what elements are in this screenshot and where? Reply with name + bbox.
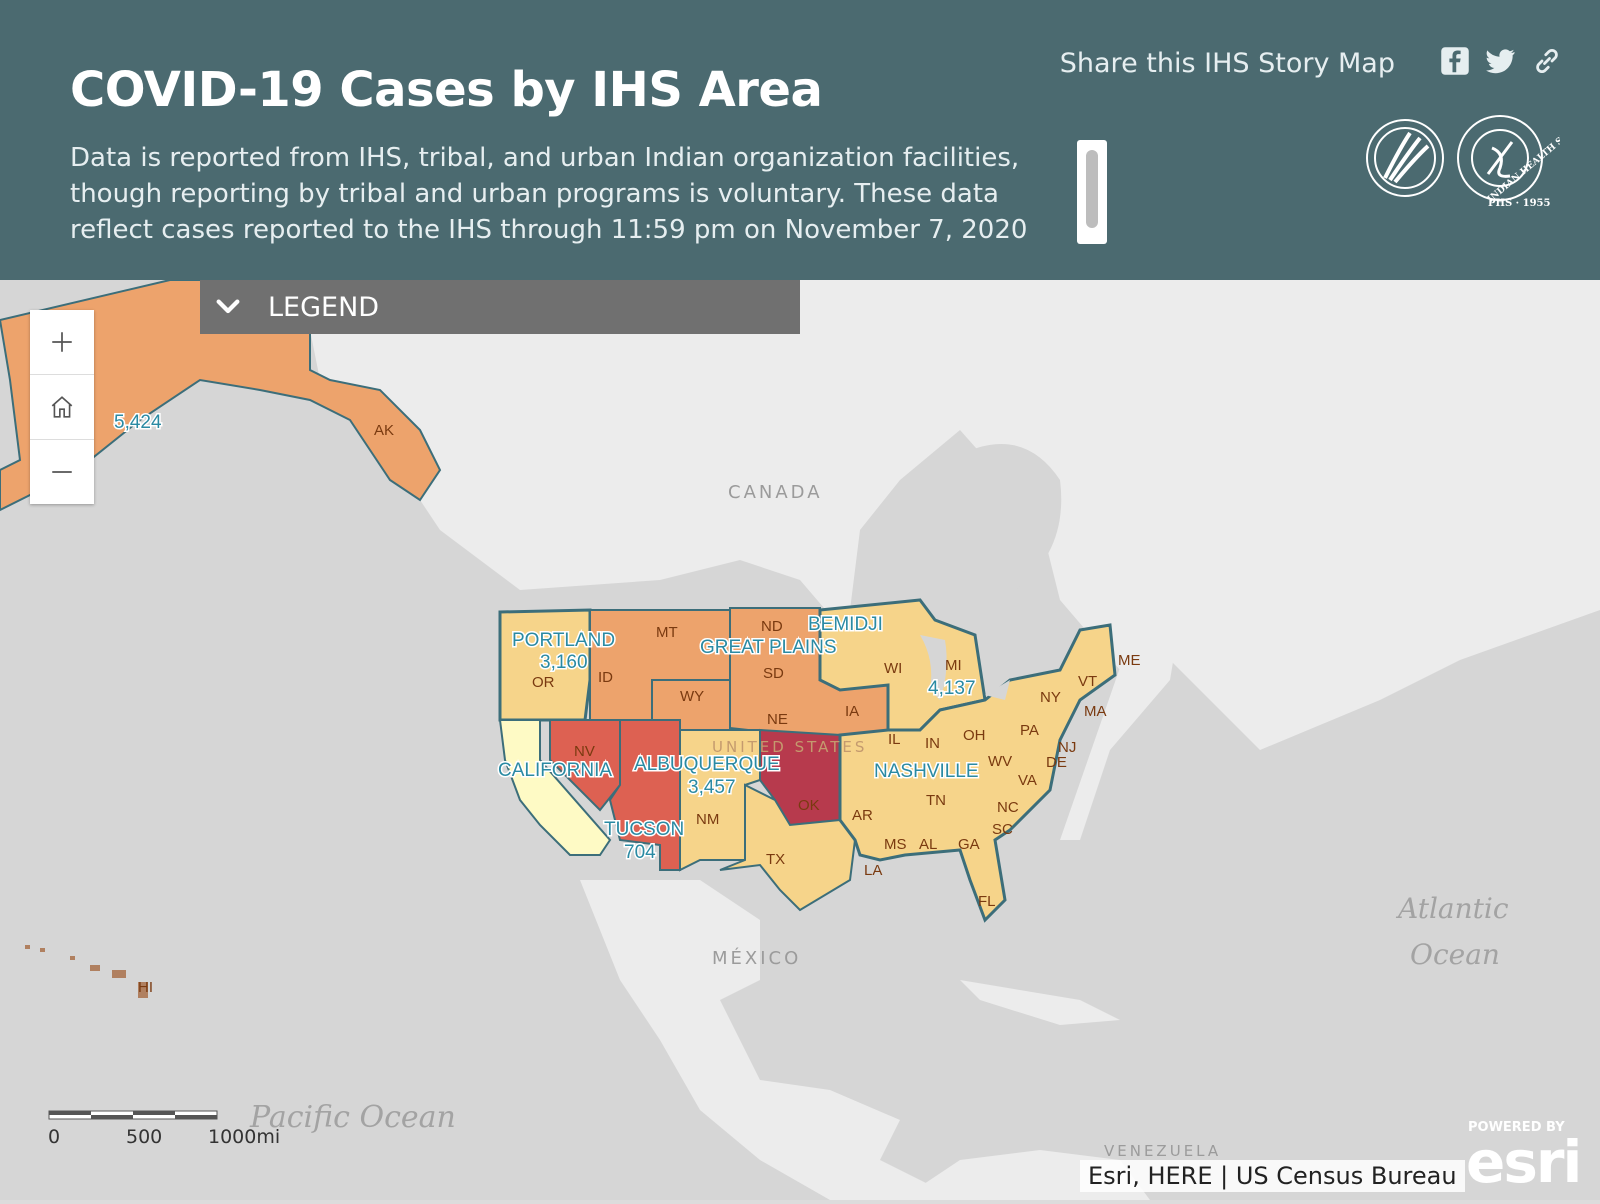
california-area bbox=[498, 719, 612, 856]
state-MI: MI bbox=[945, 657, 962, 674]
state-AR: AR bbox=[852, 807, 873, 824]
hudson-bay bbox=[940, 444, 1062, 600]
tucson-count: 704 bbox=[624, 842, 656, 863]
state-FL: FL bbox=[978, 893, 996, 910]
state-GA: GA bbox=[958, 836, 980, 853]
page-title: COVID-19 Cases by IHS Area bbox=[70, 62, 823, 118]
state-WV: WV bbox=[988, 753, 1012, 770]
great-plains-label: GREAT PLAINS bbox=[700, 637, 837, 658]
state-LA: LA bbox=[864, 862, 882, 879]
state-AL: AL bbox=[919, 836, 937, 853]
legend-toggle[interactable]: LEGEND bbox=[200, 280, 800, 334]
zoom-controls bbox=[30, 310, 94, 504]
alaska-count: 5,424 bbox=[114, 412, 162, 433]
zoom-out-button[interactable] bbox=[30, 440, 94, 504]
svg-text:INDIAN HEALTH SERVICE: INDIAN HEALTH SERVICE bbox=[1486, 110, 1560, 204]
zoom-in-button[interactable] bbox=[30, 310, 94, 375]
scrollbar-thumb[interactable] bbox=[1086, 150, 1098, 228]
atlantic-ocean-label-1: Atlantic bbox=[1398, 892, 1509, 925]
state-TN: TN bbox=[926, 792, 946, 809]
state-NE: NE bbox=[767, 711, 788, 728]
state-IN: IN bbox=[925, 735, 940, 752]
tucson-label: TUCSON bbox=[604, 819, 684, 840]
twitter-icon[interactable] bbox=[1486, 46, 1516, 76]
home-icon bbox=[51, 396, 73, 418]
albuquerque-label: ALBUQUERQUE bbox=[634, 754, 780, 775]
state-NY: NY bbox=[1040, 689, 1061, 706]
state-HI: HI bbox=[138, 979, 153, 996]
state-VT: VT bbox=[1078, 673, 1097, 690]
california-label: CALIFORNIA bbox=[498, 760, 612, 781]
atlantic-ocean-label-2: Ocean bbox=[1410, 938, 1500, 971]
powered-by-label: POWERED BY bbox=[1468, 1120, 1565, 1135]
map-labels: 5,424 AK HI PORTLAND 3,160 OR ID MT WY N… bbox=[113, 411, 1141, 997]
state-OR: OR bbox=[532, 674, 555, 691]
state-SC: SC bbox=[992, 821, 1013, 838]
mexico-landmass bbox=[580, 880, 960, 1200]
header: COVID-19 Cases by IHS Area Data is repor… bbox=[0, 0, 1600, 280]
scale-tick-0: 0 bbox=[48, 1126, 61, 1148]
venezuela-label: VENEZUELA bbox=[1104, 1142, 1222, 1160]
state-DE: DE bbox=[1046, 754, 1067, 771]
canada-landmass bbox=[300, 280, 1600, 750]
page-subtitle: Data is reported from IHS, tribal, and u… bbox=[70, 143, 1028, 245]
state-WI: WI bbox=[884, 660, 902, 677]
state-MS: MS bbox=[884, 836, 907, 853]
share-icons bbox=[1440, 46, 1562, 76]
state-OK: OK bbox=[798, 797, 820, 814]
scale-tick-1000: 1000mi bbox=[208, 1126, 281, 1148]
state-MA: MA bbox=[1084, 703, 1107, 720]
portland-count: 3,160 bbox=[540, 652, 588, 673]
legend-label: LEGEND bbox=[268, 291, 380, 323]
nashville-area bbox=[838, 623, 1117, 923]
state-VA: VA bbox=[1018, 772, 1037, 789]
greenland-landmass bbox=[1280, 280, 1600, 500]
state-ND: ND bbox=[761, 618, 783, 635]
esri-wordmark: esri bbox=[1466, 1128, 1582, 1196]
state-OH: OH bbox=[963, 727, 986, 744]
state-NV: NV bbox=[574, 743, 595, 760]
state-TX: TX bbox=[766, 851, 785, 868]
basemap bbox=[0, 279, 1600, 1200]
share-label: Share this IHS Story Map bbox=[1059, 48, 1395, 79]
state-PA: PA bbox=[1020, 722, 1039, 739]
bemidji-label: BEMIDJI bbox=[808, 614, 883, 635]
chevron-down-icon bbox=[216, 299, 240, 314]
portland-label: PORTLAND bbox=[512, 630, 615, 651]
pacific-ocean-label: Pacific Ocean bbox=[250, 1100, 456, 1135]
canada-label: CANADA bbox=[728, 482, 823, 503]
hawaii-islands bbox=[25, 945, 148, 998]
subtitle-scrollbar[interactable] bbox=[1077, 140, 1107, 244]
nashville-label: NASHVILLE bbox=[874, 761, 979, 782]
map-attribution[interactable]: Esri, HERE | US Census Bureau bbox=[1080, 1160, 1465, 1192]
state-ME: ME bbox=[1118, 652, 1141, 669]
home-button[interactable] bbox=[30, 375, 94, 440]
state-WY: WY bbox=[680, 688, 704, 705]
state-NJ: NJ bbox=[1058, 739, 1076, 756]
albuquerque-count: 3,457 bbox=[688, 777, 736, 798]
state-NC: NC bbox=[997, 799, 1019, 816]
mexico-label: MÉXICO bbox=[712, 948, 802, 969]
state-SD: SD bbox=[763, 665, 784, 682]
state-IA: IA bbox=[845, 703, 859, 720]
state-ID: ID bbox=[598, 669, 613, 686]
scale-tick-500: 500 bbox=[126, 1126, 163, 1148]
state-MT: MT bbox=[656, 624, 678, 641]
plus-icon bbox=[52, 332, 72, 352]
hhs-ihs-seals-logo: INDIAN HEALTH SERVICE PHS · 1955 bbox=[1366, 110, 1560, 208]
scale-bar: 0 500 1000mi bbox=[48, 1108, 288, 1148]
state-IL: IL bbox=[888, 731, 901, 748]
facebook-icon[interactable] bbox=[1440, 46, 1470, 76]
map-view[interactable]: CANADA MÉXICO VENEZUELA UNITED STATES Pa… bbox=[0, 279, 1600, 1200]
united-states-label: UNITED STATES bbox=[712, 738, 868, 756]
minus-icon bbox=[52, 471, 72, 473]
scale-bar-graphic bbox=[48, 1110, 218, 1120]
esri-logo[interactable]: POWERED BY esri bbox=[1466, 1120, 1586, 1196]
alaska-area bbox=[0, 279, 442, 512]
state-NM: NM bbox=[696, 811, 719, 828]
bemidji-count: 4,137 bbox=[928, 678, 976, 699]
state-AK: AK bbox=[374, 422, 394, 439]
svg-text:PHS · 1955: PHS · 1955 bbox=[1488, 198, 1551, 208]
link-icon[interactable] bbox=[1532, 46, 1562, 76]
